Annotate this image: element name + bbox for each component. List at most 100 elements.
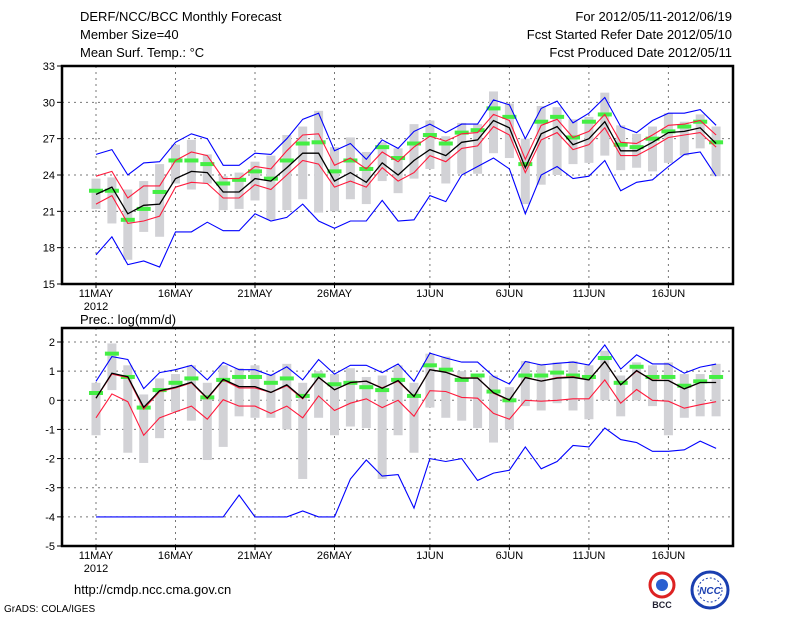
source-url[interactable]: http://cmdp.ncc.cma.gov.cn [74,582,232,597]
median-mark [550,114,565,119]
ensemble-range-bar [441,136,451,184]
ensemble-range-bar [711,126,721,177]
median-mark [136,206,151,211]
ensemble-range-bar [536,363,546,411]
ensemble-range-bar [361,151,371,205]
median-mark [343,158,358,163]
median-mark [327,169,342,174]
median-mark [534,119,549,124]
ensemble-range-bar [298,126,308,200]
median-mark [391,156,406,161]
y-tick-label: 30 [43,97,55,109]
median-mark [693,379,708,384]
y-tick-label: -1 [45,424,55,436]
x-tick-label: 11JUN [572,550,605,562]
ensemble-range-bar [425,353,435,408]
median-mark [550,370,565,375]
median-mark [677,383,692,388]
series-lower-line [95,378,717,437]
produced-date: Fcst Produced Date 2012/05/11 [549,45,732,60]
plot-frame [60,326,735,548]
median-mark [359,385,374,390]
median-mark [422,133,437,138]
bcc-logo-text: BCC [652,600,672,610]
ensemble-range-bar [314,110,324,213]
year-label: 2012 [84,563,108,575]
ensemble-range-bar [250,365,260,418]
median-mark [104,351,119,356]
median-mark [613,380,628,385]
ensemble-range-bar [171,374,180,412]
ensemble-range-bar [123,189,133,260]
ensemble-range-bar [616,125,626,171]
ensemble-range-bar [711,363,721,417]
x-tick-label: 16JUN [652,550,686,562]
median-mark [518,162,533,167]
median-mark [295,141,310,146]
ensemble-range-bar [123,365,133,453]
ensemble-range-bar [584,116,594,163]
ensemble-range-bar [345,137,355,200]
x-tick-label: 16JUN [652,288,686,300]
ensemble-range-bar [695,114,705,149]
median-mark [407,141,421,146]
x-tick-label: 26MAY [317,550,353,562]
ensemble-range-bar [409,124,419,179]
ensemble-range-bar [457,371,467,421]
series-min-line [95,151,717,268]
ensemble-range-bar [584,365,594,420]
median-mark [486,389,501,394]
y-tick-label: 27 [43,134,55,146]
ensemble-range-bar [600,92,610,156]
variable-label: Mean Surf. Temp.: °C [80,45,205,60]
series-max-line [95,343,717,390]
forecast-period: For 2012/05/11-2012/06/19 [575,9,732,24]
median-mark [248,374,262,379]
median-mark [279,376,294,381]
median-mark [581,119,596,124]
ensemble-range-bar [282,363,292,430]
ensemble-range-bar [695,374,705,417]
median-mark [375,388,390,393]
y-tick-label: 15 [43,279,55,291]
ensemble-range-bar [266,155,276,220]
x-tick-label: 21MAY [237,288,273,300]
ncc-logo: NCC [688,570,732,610]
ensemble-range-bar [489,375,498,443]
ensemble-range-bar [155,164,165,237]
ensemble-range-bar [648,365,657,407]
grads-credit: GrADS: COLA/IGES [4,604,96,615]
precip-label: Prec.: log(mm/d) [80,312,177,327]
median-mark [709,140,724,145]
member-size: Member Size=40 [80,27,179,42]
x-tick-label: 1JUN [416,550,444,562]
ensemble-range-bar [473,374,483,428]
year-label: 2012 [84,301,108,313]
median-mark [470,373,485,378]
median-mark [454,377,469,382]
ensemble-range-bar [552,107,562,175]
median-mark [502,114,517,119]
ensemble-range-bar [504,103,514,159]
median-mark [438,367,453,372]
median-mark [263,380,278,385]
x-tick-label: 16MAY [158,288,194,300]
series-max-line [95,96,717,176]
ensemble-range-bar [504,387,514,430]
median-mark [534,373,549,378]
x-tick-label: 11MAY [79,550,114,562]
median-mark [709,374,724,379]
ensemble-range-bar [648,126,657,172]
median-mark [470,128,485,133]
figure-title: DERF/NCC/BCC Monthly Forecast [80,9,282,24]
median-mark [422,363,437,368]
ensemble-range-bar [393,148,403,194]
ensemble-range-bar [616,375,626,417]
ensemble-range-bar [330,147,339,212]
ensemble-range-bar [409,382,419,453]
median-mark [104,188,119,193]
ensemble-range-bar [679,121,689,156]
median-mark [232,177,247,182]
median-mark [184,158,199,163]
bcc-logo: BCC [640,570,684,610]
